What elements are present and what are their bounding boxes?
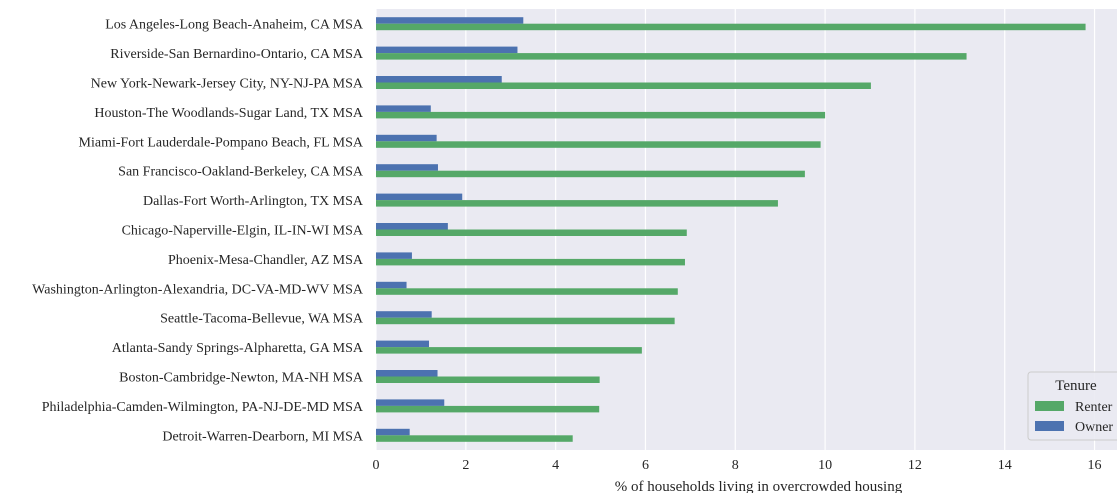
bars — [376, 17, 1086, 442]
y-tick-label: Houston-The Woodlands-Sugar Land, TX MSA — [94, 106, 364, 121]
y-tick-label: Washington-Arlington-Alexandria, DC-VA-M… — [32, 282, 364, 297]
y-tick-label: Chicago-Naperville-Elgin, IL-IN-WI MSA — [122, 224, 364, 239]
bar-owner — [376, 223, 448, 230]
x-tick-label: 8 — [732, 458, 739, 473]
bar-renter — [376, 141, 821, 148]
y-tick-label: Los Angeles-Long Beach-Anaheim, CA MSA — [105, 18, 364, 33]
bar-renter — [376, 347, 642, 354]
bar-renter — [376, 170, 805, 178]
bar-renter — [376, 405, 600, 413]
bar-renter — [376, 23, 1086, 31]
y-tick-label: Detroit-Warren-Dearborn, MI MSA — [162, 429, 364, 444]
x-tick-labels: 0 2 4 6 8 10 12 14 16 — [373, 458, 1102, 473]
bar-renter — [376, 200, 778, 207]
bar-renter — [376, 288, 678, 295]
x-tick-label: 12 — [908, 458, 922, 473]
y-tick-label: Dallas-Fort Worth-Arlington, TX MSA — [143, 194, 364, 209]
bar-owner — [376, 17, 524, 24]
bar-renter — [376, 317, 675, 325]
y-tick-label: Phoenix-Mesa-Chandler, AZ MSA — [168, 253, 364, 268]
bar-renter — [376, 376, 600, 383]
x-tick-label: 2 — [462, 458, 469, 473]
legend-label-renter: Renter — [1075, 400, 1113, 415]
bar-owner — [376, 193, 463, 201]
y-tick-labels: Los Angeles-Long Beach-Anaheim, CA MSA Ri… — [32, 18, 364, 445]
bar-renter — [376, 111, 826, 119]
x-tick-label: 4 — [552, 458, 559, 473]
x-tick-label: 0 — [373, 458, 380, 473]
x-tick-label: 16 — [1088, 458, 1102, 473]
bar-owner — [376, 46, 518, 54]
legend-swatch-owner — [1035, 421, 1064, 431]
bar-owner — [376, 399, 445, 406]
bar-owner — [376, 134, 437, 142]
bar-renter — [376, 435, 573, 442]
bar-owner — [376, 281, 407, 289]
bar-renter — [376, 229, 687, 236]
y-tick-label: New York-Newark-Jersey City, NY-NJ-PA MS… — [91, 77, 364, 92]
x-tick-label: 14 — [998, 458, 1012, 473]
x-tick-label: 10 — [818, 458, 832, 473]
bar-owner — [376, 105, 431, 112]
y-tick-label: Atlanta-Sandy Springs-Alpharetta, GA MSA — [112, 341, 364, 356]
bar-owner — [376, 428, 410, 436]
bar-owner — [376, 311, 432, 318]
bar-owner — [376, 76, 502, 83]
bar-renter — [376, 258, 685, 266]
legend: Tenure Renter Owner — [1027, 371, 1117, 441]
legend-swatch-renter — [1035, 401, 1064, 411]
bar-owner — [376, 252, 412, 259]
y-tick-label: Boston-Cambridge-Newton, MA-NH MSA — [119, 371, 364, 386]
legend-label-owner: Owner — [1075, 420, 1113, 435]
bar-owner — [376, 370, 438, 377]
y-tick-label: Miami-Fort Lauderdale-Pompano Beach, FL … — [79, 135, 364, 150]
bar-renter — [376, 82, 871, 89]
y-tick-label: San Francisco-Oakland-Berkeley, CA MSA — [118, 165, 364, 180]
y-tick-label: Philadelphia-Camden-Wilmington, PA-NJ-DE… — [42, 400, 364, 415]
y-tick-label: Seattle-Tacoma-Bellevue, WA MSA — [160, 312, 364, 327]
bar-owner — [376, 164, 438, 171]
y-tick-label: Riverside-San Bernardino-Ontario, CA MSA — [110, 47, 364, 62]
bar-renter — [376, 53, 967, 60]
x-tick-label: 6 — [642, 458, 649, 473]
bar-owner — [376, 340, 429, 348]
x-axis-title: % of households living in overcrowded ho… — [615, 479, 903, 493]
legend-title: Tenure — [1055, 378, 1097, 394]
